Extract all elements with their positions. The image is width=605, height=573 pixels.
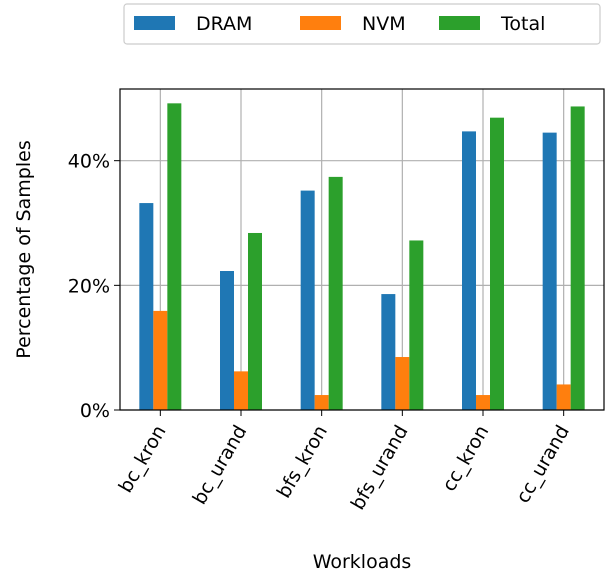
legend-label-nvm: NVM: [362, 13, 406, 35]
bars: [139, 103, 585, 411]
x-axis-label: Workloads: [313, 551, 412, 573]
grid-lines: [120, 89, 604, 411]
bar-nvm-cc_urand: [556, 384, 571, 410]
bar-nvm-bc_kron: [153, 310, 168, 410]
bar-dram-bc_kron: [139, 203, 154, 410]
y-axis-label: Percentage of Samples: [13, 140, 35, 358]
legend: DRAM NVM Total: [123, 3, 601, 45]
legend-swatch-dram: [134, 16, 175, 30]
plot-frame: [119, 88, 605, 411]
bar-nvm-cc_kron: [476, 395, 490, 410]
x-tick-label: bc_urand: [188, 422, 251, 509]
bar-nvm-bc_urand: [234, 371, 248, 410]
bar-total-bfs_kron: [328, 176, 343, 410]
x-tick-label: bfs_kron: [273, 422, 332, 502]
bar-total-cc_urand: [570, 106, 585, 411]
y-axis: 0% 20% 40%: [68, 151, 120, 422]
x-tick-label: bfs_urand: [347, 422, 413, 514]
legend-swatch-total: [439, 16, 480, 30]
y-tick-label: 20%: [68, 275, 110, 297]
legend-label-total: Total: [500, 13, 545, 35]
x-tick-label: bc_kron: [115, 422, 171, 497]
bar-dram-bc_urand: [220, 271, 234, 410]
bar-total-bc_urand: [248, 232, 262, 410]
bar-total-bfs_urand: [409, 240, 424, 410]
bar-dram-bfs_urand: [381, 294, 396, 410]
bar-total-bc_kron: [167, 103, 182, 410]
legend-frame: [123, 3, 601, 45]
legend-swatch-nvm: [300, 16, 341, 30]
x-tick-label: cc_urand: [512, 422, 574, 507]
x-tick-label: cc_kron: [438, 422, 493, 496]
bar-nvm-bfs_kron: [314, 395, 329, 410]
bar-dram-bfs_kron: [300, 190, 315, 410]
bar-nvm-bfs_urand: [395, 357, 410, 410]
legend-label-dram: DRAM: [196, 13, 252, 35]
bar-total-cc_kron: [490, 117, 504, 410]
bar-dram-cc_urand: [542, 132, 557, 410]
x-axis: bc_kron bc_urand bfs_kron bfs_urand cc_kron c…: [115, 410, 574, 514]
bar-dram-cc_kron: [462, 131, 476, 410]
y-tick-label: 0%: [80, 400, 110, 422]
y-tick-label: 40%: [68, 151, 110, 173]
